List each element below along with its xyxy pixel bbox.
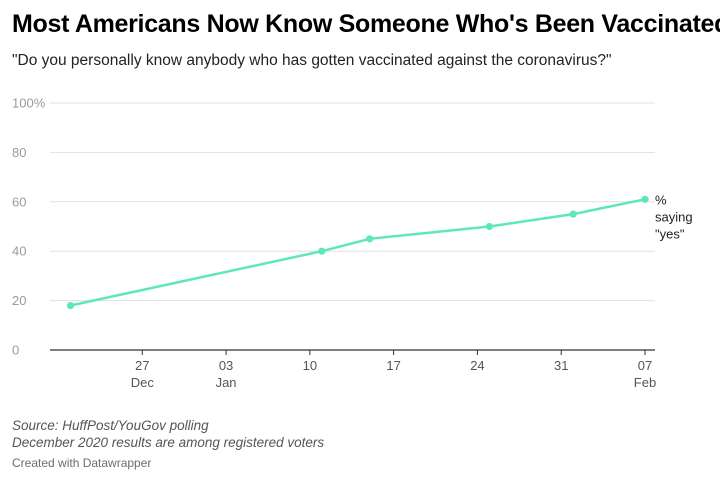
chart-title: Most Americans Now Know Someone Who's Be…: [12, 10, 720, 38]
grid-lines: [50, 102, 655, 351]
series-label-layer: % saying "yes": [655, 192, 693, 241]
series-label-line-1: %: [655, 192, 667, 207]
series-label-line-3: "yes": [655, 226, 685, 241]
x-tick-label-31: 31: [554, 358, 568, 373]
x-tick-label-07: 07: [638, 358, 652, 373]
datawrapper-credit: Created with Datawrapper: [12, 456, 152, 470]
x-tick-label-03: 03: [219, 358, 233, 373]
x-tick-label-24: 24: [470, 358, 484, 373]
voter-note: December 2020 results are among register…: [12, 435, 325, 450]
x-axis-ticks: 27 Dec 03 Jan 10 17 24 31 07 Feb: [131, 350, 656, 390]
y-tick-label-100: 100%: [12, 96, 46, 111]
x-tick-label-17: 17: [386, 358, 400, 373]
data-point-2021-01-15: [366, 235, 374, 243]
series-layer: [66, 195, 649, 310]
series-label-line-2: saying: [655, 209, 693, 224]
chart-subtitle: "Do you personally know anybody who has …: [12, 52, 612, 69]
x-tick-month-jan: Jan: [216, 375, 237, 390]
y-tick-label-0: 0: [12, 343, 19, 358]
data-point-2021-01-25: [485, 222, 493, 231]
data-point-2020-12-21: [66, 301, 75, 310]
line-chart: 0 20 40 60 80 100% 27 Dec 03 Jan 10 17 24 31 07 Feb % s…: [12, 96, 693, 391]
x-tick-month-dec: Dec: [131, 375, 155, 390]
y-axis-ticks: 0 20 40 60 80 100%: [12, 96, 46, 358]
data-point-2021-01-11: [318, 247, 326, 255]
x-tick-month-feb: Feb: [634, 375, 656, 390]
data-point-2021-02-07: [641, 195, 649, 203]
data-point-2021-02-01: [569, 210, 577, 218]
y-tick-label-80: 80: [12, 145, 26, 160]
source-note: Source: HuffPost/YouGov polling: [12, 418, 209, 433]
chart-footer: Source: HuffPost/YouGov polling December…: [12, 417, 324, 451]
y-tick-label-40: 40: [12, 244, 26, 259]
y-tick-label-20: 20: [12, 293, 26, 308]
series-line: [69, 198, 647, 307]
y-tick-label-60: 60: [12, 194, 26, 209]
x-tick-label-10: 10: [303, 358, 317, 373]
x-tick-label-27: 27: [135, 358, 149, 373]
